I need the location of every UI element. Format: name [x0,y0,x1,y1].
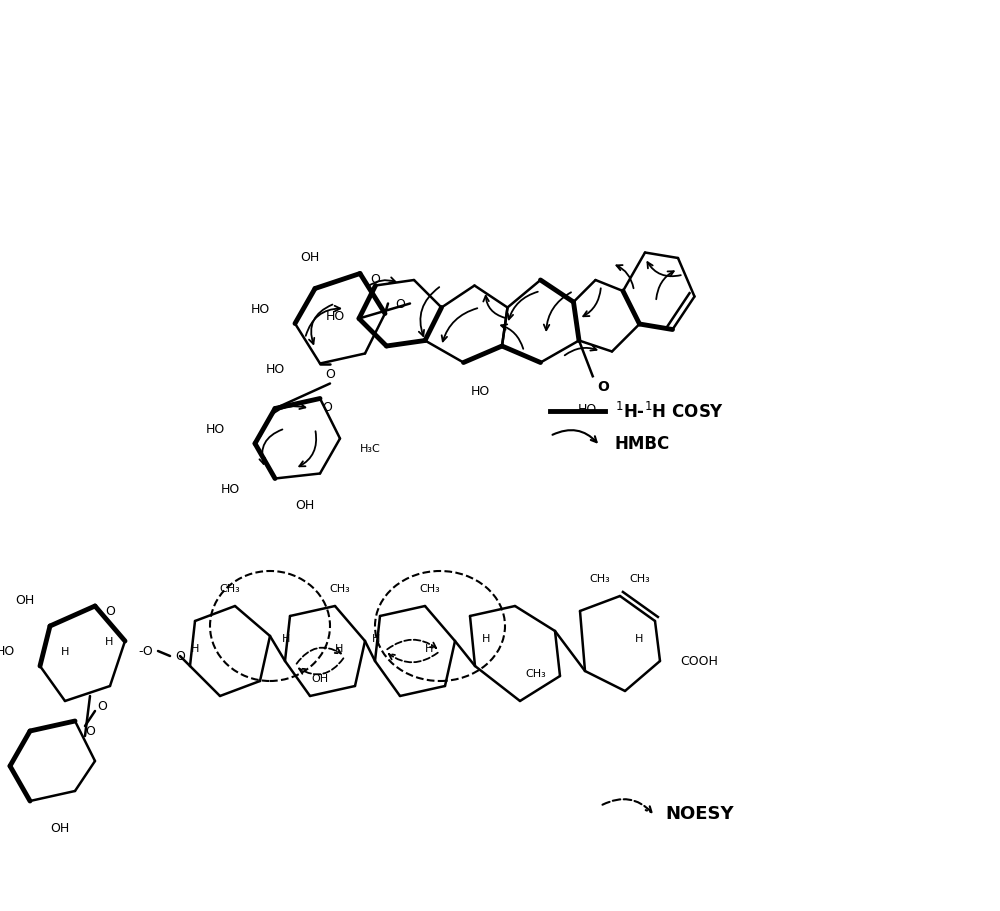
Text: OH: OH [300,251,320,264]
Text: H: H [191,643,199,653]
Text: HO: HO [470,385,490,398]
Text: OH: OH [311,673,329,683]
Text: CH₃: CH₃ [525,669,546,679]
Text: CH₃: CH₃ [220,583,240,593]
Text: HO: HO [0,645,15,658]
Text: O: O [85,725,95,738]
Text: CH₃: CH₃ [630,573,650,583]
Text: O: O [97,700,107,712]
Text: COOH: COOH [680,655,718,668]
Text: O: O [325,368,335,381]
Text: HO: HO [266,363,285,375]
Text: HO: HO [251,302,270,315]
Text: H: H [335,643,343,653]
Text: H: H [425,643,433,653]
Text: O: O [105,605,115,618]
Text: -O: -O [138,645,153,658]
Text: O: O [370,272,380,286]
Text: HO: HO [206,423,225,435]
Text: H: H [635,633,643,643]
Text: $^{1}$H-$^{1}$H COSY: $^{1}$H-$^{1}$H COSY [615,402,724,422]
Text: HO: HO [578,403,597,415]
Text: H₃C: H₃C [360,444,381,454]
Text: HO: HO [221,483,240,496]
Text: CH₃: CH₃ [420,583,440,593]
Text: HMBC: HMBC [615,435,670,453]
Text: OH: OH [50,821,70,834]
Text: H: H [282,633,290,643]
Text: O: O [322,401,332,414]
Text: NOESY: NOESY [665,804,734,822]
Text: H: H [61,646,69,656]
Text: H: H [105,636,113,646]
Text: O: O [175,650,185,663]
Text: H: H [372,633,380,643]
Text: CH₃: CH₃ [590,573,610,583]
Text: O: O [598,380,610,394]
Text: O: O [395,298,405,311]
Text: HO: HO [326,310,345,322]
Text: H: H [482,633,490,643]
Text: OH: OH [16,593,35,607]
Text: OH: OH [295,499,315,512]
Text: CH₃: CH₃ [330,583,350,593]
